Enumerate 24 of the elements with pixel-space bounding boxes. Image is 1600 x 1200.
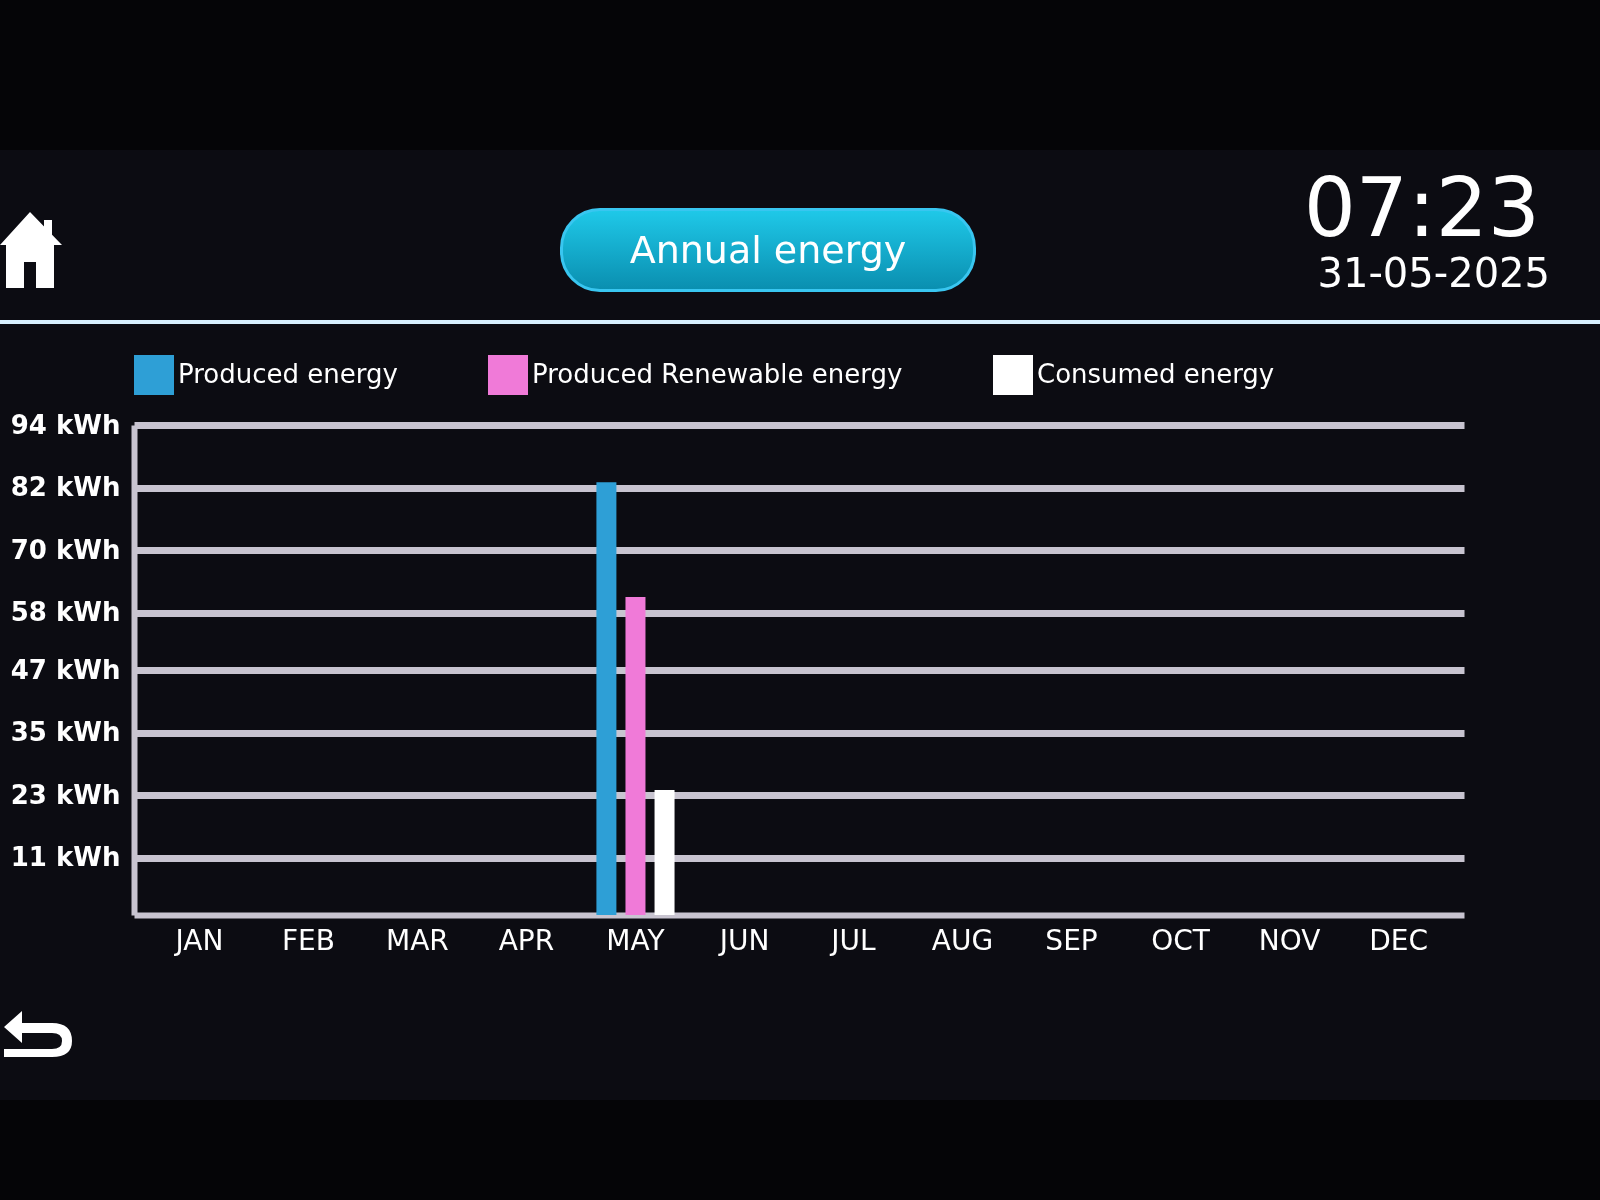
x-tick-label: NOV bbox=[1258, 923, 1321, 957]
legend-label: Produced energy bbox=[178, 359, 398, 389]
x-tick-label: OCT bbox=[1151, 923, 1211, 957]
y-tick-label: 58 kWh bbox=[10, 597, 121, 628]
x-tick-label: MAR bbox=[386, 923, 449, 957]
x-tick-label: MAY bbox=[606, 923, 666, 957]
x-tick-label: JAN bbox=[173, 923, 224, 957]
legend-label: Consumed energy bbox=[1037, 359, 1275, 389]
y-tick-label: 35 kWh bbox=[10, 717, 121, 748]
y-tick-label: 94 kWh bbox=[10, 409, 121, 440]
x-tick-label: DEC bbox=[1369, 923, 1428, 957]
x-tick-label: APR bbox=[498, 923, 555, 957]
y-tick-label: 11 kWh bbox=[10, 842, 121, 873]
chart-title: Annual energy bbox=[560, 208, 976, 292]
x-tick-label: AUG bbox=[931, 923, 994, 957]
x-tick-label: FEB bbox=[281, 923, 335, 957]
y-tick-label: 70 kWh bbox=[10, 534, 121, 565]
x-tick-label: JUL bbox=[829, 923, 877, 957]
y-tick-label: 23 kWh bbox=[10, 779, 121, 810]
x-tick-label: SEP bbox=[1045, 923, 1098, 957]
y-tick-label: 47 kWh bbox=[10, 654, 121, 685]
legend-label: Produced Renewable energy bbox=[532, 359, 903, 389]
x-tick-label: JUN bbox=[717, 923, 770, 957]
y-tick-label: 82 kWh bbox=[10, 472, 121, 503]
